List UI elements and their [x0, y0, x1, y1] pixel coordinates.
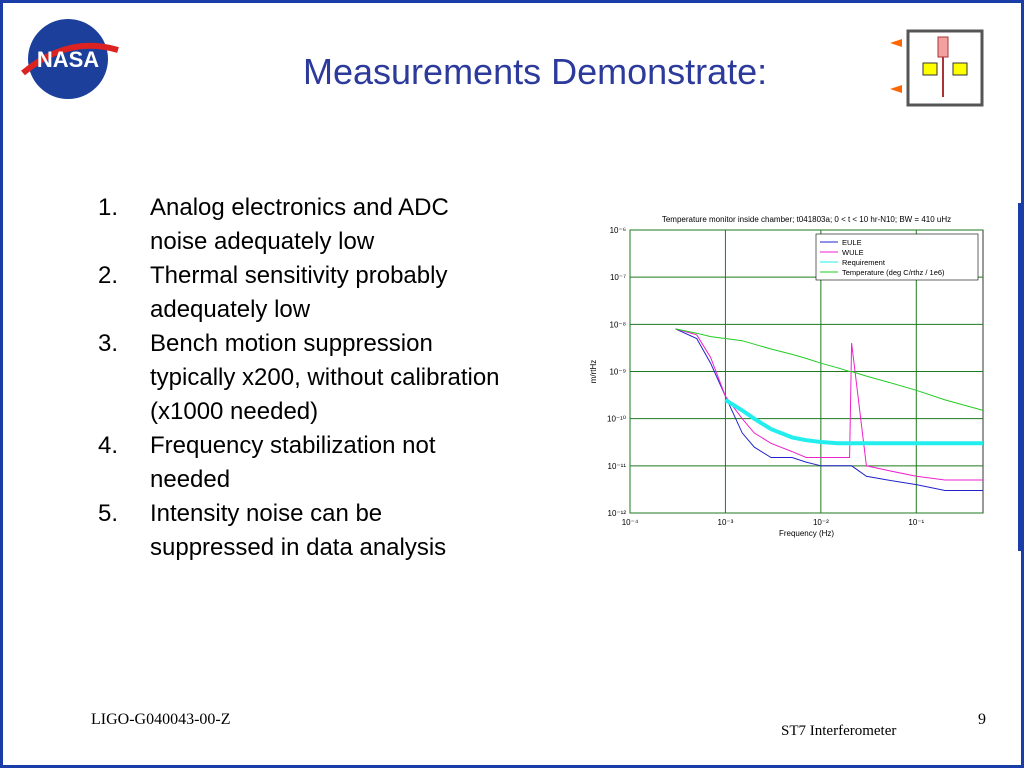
legend-label: EULE [842, 238, 862, 247]
st7-icon [890, 29, 984, 107]
item-number: 2. [98, 262, 119, 289]
series-line [724, 398, 983, 446]
logo-swoosh [21, 42, 119, 76]
icon-laser [890, 39, 902, 47]
footer-id: LIGO-G040043-00-Z [91, 711, 231, 728]
series-line [675, 328, 984, 411]
icon-part [922, 62, 938, 76]
icon-part [952, 62, 968, 76]
footer-center: ST7 Interferometer [781, 723, 897, 739]
series-line [675, 328, 983, 481]
legend-label: Temperature (deg C/rthz / 1e6) [842, 268, 945, 277]
logo-text: NASA [37, 47, 99, 72]
item-line: Intensity noise can be [150, 500, 383, 527]
y-axis-label: m/rtHz [589, 360, 598, 384]
bullet-list: 1. Analog electronics and ADC noise adequa… [98, 191, 500, 565]
slide-title: Measurements Demonstrate: [303, 51, 768, 92]
item-line: needed [150, 466, 231, 493]
item-line: Thermal sensitivity probably [150, 262, 448, 289]
item-line: Analog electronics and ADC [150, 194, 449, 221]
item-line: suppressed in data analysis [150, 534, 447, 561]
item-number: 4. [98, 432, 119, 459]
y-tick-label: 10⁻⁶ [610, 226, 626, 235]
item-line: (x1000 needed) [150, 398, 319, 425]
nasa-logo: NASA [21, 19, 119, 99]
list-item: 1. Analog electronics and ADC noise adequa… [98, 191, 500, 259]
y-tick-label: 10⁻⁸ [610, 320, 627, 329]
icon-laser [890, 85, 902, 93]
x-tick-label: 10⁻³ [718, 518, 734, 527]
x-tick-label: 10⁻² [813, 518, 829, 527]
chart: Temperature monitor inside chamber; t041… [589, 215, 984, 538]
y-tick-label: 10⁻¹⁰ [607, 415, 626, 424]
item-line: Bench motion suppression [150, 330, 433, 357]
chart-title: Temperature monitor inside chamber; t041… [662, 215, 951, 224]
x-tick-label: 10⁻¹ [908, 518, 924, 527]
item-number: 1. [98, 194, 119, 221]
x-tick-label: 10⁻⁴ [622, 518, 639, 527]
y-tick-label: 10⁻¹¹ [608, 462, 627, 471]
list-item: 4. Frequency stabilization not needed [98, 429, 500, 497]
item-line: Frequency stabilization not [150, 432, 436, 459]
list-item: 3. Bench motion suppression typically x200… [98, 327, 500, 429]
page-number: 9 [978, 711, 986, 728]
legend-label: Requirement [842, 258, 886, 267]
logo-disc [28, 19, 108, 99]
x-axis-label: Frequency (Hz) [779, 529, 834, 538]
edge-bar [1018, 203, 1021, 551]
legend-label: WULE [842, 248, 864, 257]
item-number: 5. [98, 500, 119, 527]
icon-part [937, 36, 949, 58]
y-tick-label: 10⁻⁹ [609, 368, 626, 377]
item-number: 3. [98, 330, 119, 357]
y-tick-label: 10⁻¹² [608, 509, 627, 518]
item-line: typically x200, without calibration [150, 364, 500, 391]
y-tick-label: 10⁻⁷ [610, 273, 626, 282]
item-line: noise adequately low [150, 228, 375, 255]
item-line: adequately low [150, 296, 311, 323]
legend-box [815, 233, 979, 281]
list-item: 2. Thermal sensitivity probably adequately… [98, 259, 500, 327]
list-item: 5. Intensity noise can be suppressed in da… [98, 497, 500, 565]
